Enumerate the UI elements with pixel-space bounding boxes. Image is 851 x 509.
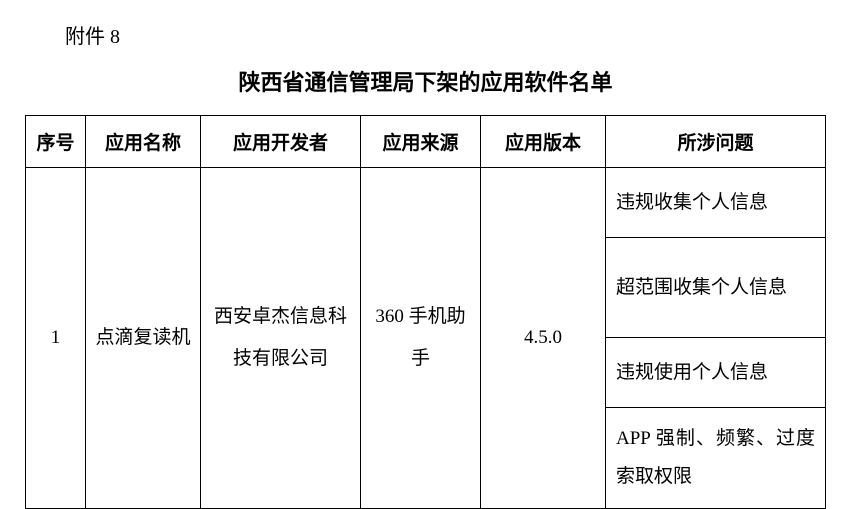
- cell-issue: 超范围收集个人信息: [606, 238, 826, 338]
- header-dev: 应用开发者: [201, 116, 361, 168]
- header-name: 应用名称: [86, 116, 201, 168]
- cell-seq: 1: [26, 168, 86, 509]
- cell-issue: 违规使用个人信息: [606, 338, 826, 408]
- app-list-table: 序号 应用名称 应用开发者 应用来源 应用版本 所涉问题 1 点滴复读机 西安卓…: [25, 115, 826, 509]
- cell-issue: 违规收集个人信息: [606, 168, 826, 238]
- attachment-label: 附件 8: [25, 20, 826, 49]
- header-issue: 所涉问题: [606, 116, 826, 168]
- cell-issue: APP 强制、频繁、过度索取权限: [606, 408, 826, 509]
- header-src: 应用来源: [361, 116, 481, 168]
- cell-name: 点滴复读机: [86, 168, 201, 509]
- table-header-row: 序号 应用名称 应用开发者 应用来源 应用版本 所涉问题: [26, 116, 826, 168]
- table-row: 1 点滴复读机 西安卓杰信息科技有限公司 360 手机助手 4.5.0 违规收集…: [26, 168, 826, 238]
- header-ver: 应用版本: [481, 116, 606, 168]
- cell-src: 360 手机助手: [361, 168, 481, 509]
- page-title: 陕西省通信管理局下架的应用软件名单: [25, 65, 826, 97]
- cell-dev: 西安卓杰信息科技有限公司: [201, 168, 361, 509]
- cell-ver: 4.5.0: [481, 168, 606, 509]
- header-seq: 序号: [26, 116, 86, 168]
